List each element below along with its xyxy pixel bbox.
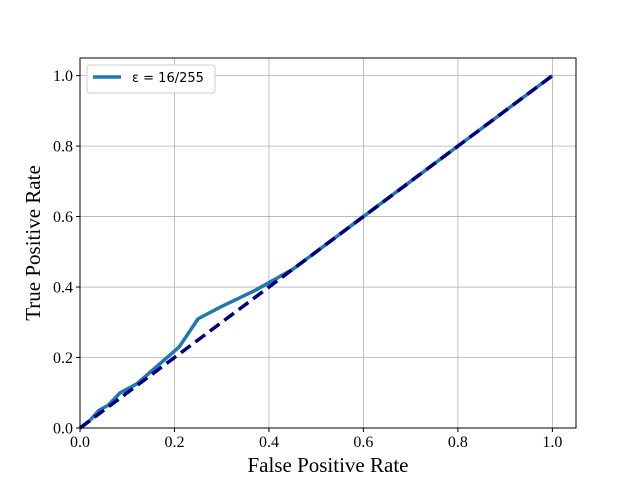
legend-label: ε = 16/255 xyxy=(132,71,204,86)
y-tick-label: 0.0 xyxy=(53,421,73,438)
y-tick-label: 0.6 xyxy=(53,209,73,226)
tick-labels: 0.0 0.2 0.4 0.6 0.8 1.0 0.0 0.2 0.4 0.6 0.8 1.0 xyxy=(53,68,562,451)
y-axis-label: True Positive Rate xyxy=(21,165,45,321)
x-axis-label: False Positive Rate xyxy=(248,453,409,477)
diagonal-reference-line xyxy=(78,74,554,430)
series-layer xyxy=(78,74,554,430)
x-tick-label: 0.0 xyxy=(70,434,90,451)
y-tick-label: 0.4 xyxy=(53,280,73,297)
x-tick-label: 0.2 xyxy=(164,434,184,451)
y-tick-label: 0.8 xyxy=(53,139,73,156)
x-tick-label: 0.8 xyxy=(448,434,468,451)
y-tick-label: 0.2 xyxy=(53,350,73,367)
plot-frame xyxy=(79,57,577,429)
x-tick-label: 0.6 xyxy=(353,434,373,451)
x-tick-label: 0.4 xyxy=(259,434,279,451)
x-tick-label: 1.0 xyxy=(542,434,562,451)
y-tick-label: 1.0 xyxy=(53,68,73,85)
legend: ε = 16/255 xyxy=(86,64,216,94)
legend-box xyxy=(86,64,216,94)
tick-marks xyxy=(76,75,553,432)
